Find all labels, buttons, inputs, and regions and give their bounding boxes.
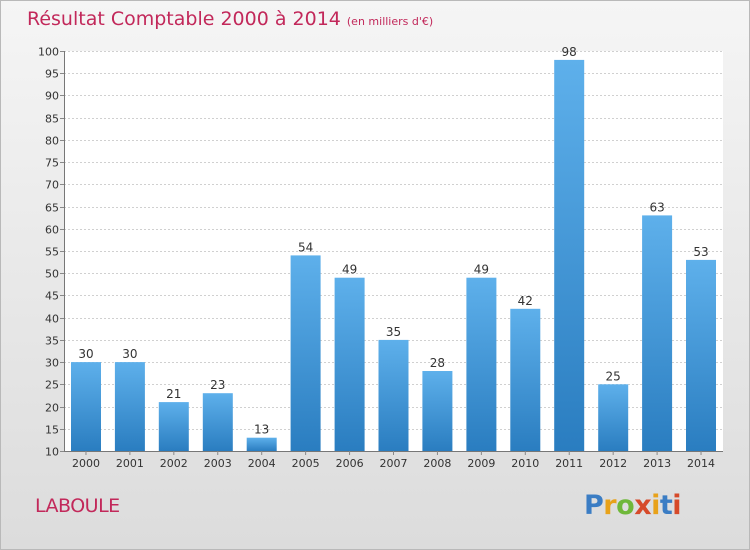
bar-2007: [378, 339, 409, 451]
y-tick-label: 50: [45, 268, 59, 281]
y-tick-label: 95: [45, 68, 59, 81]
x-tick-label: 2006: [336, 457, 364, 470]
x-tick-label: 2008: [423, 457, 451, 470]
value-label: 49: [474, 263, 489, 277]
y-tick-label: 15: [45, 424, 59, 437]
logo-letter: i: [672, 490, 682, 521]
bar-2004: [246, 437, 277, 451]
logo-letter: t: [659, 490, 673, 521]
x-tick-label: 2003: [204, 457, 232, 470]
value-label: 54: [298, 240, 313, 254]
bar-2012: [598, 384, 629, 451]
proxiti-logo: Proxiti: [584, 490, 682, 521]
bar-2003: [202, 393, 233, 451]
y-tick-label: 20: [45, 402, 59, 415]
bar-2008: [422, 371, 453, 451]
y-tick-label: 25: [45, 379, 59, 392]
x-tick-label: 2007: [380, 457, 408, 470]
logo-letter: x: [634, 490, 652, 521]
logo-letter: i: [651, 490, 660, 521]
value-label: 53: [693, 245, 708, 259]
value-label: 30: [122, 347, 137, 361]
logo-letter: o: [616, 490, 635, 521]
chart-subtitle: (en milliers d'€): [346, 15, 434, 28]
x-tick-label: 2001: [116, 457, 144, 470]
bar-2005: [290, 255, 321, 451]
value-label: 42: [518, 294, 533, 308]
bars: [71, 59, 716, 452]
y-tick-label: 65: [45, 202, 59, 215]
value-label: 25: [606, 369, 621, 383]
y-tick-label: 80: [45, 135, 59, 148]
value-label: 63: [649, 200, 664, 214]
value-label: 13: [254, 423, 269, 437]
value-label: 23: [210, 378, 225, 392]
y-tick-label: 30: [45, 357, 59, 370]
logo-letter: P: [584, 490, 604, 521]
bar-2013: [642, 215, 673, 451]
x-tick-label: 2004: [248, 457, 276, 470]
y-tick-label: 75: [45, 157, 59, 170]
y-tick-label: 10: [45, 446, 59, 459]
bar-2001: [114, 362, 145, 451]
x-tick-label: 2010: [511, 457, 539, 470]
x-tick-label: 2013: [643, 457, 671, 470]
x-tick-label: 2002: [160, 457, 188, 470]
bar-2002: [158, 402, 189, 451]
y-tick-label: 35: [45, 335, 59, 348]
value-label: 49: [342, 263, 357, 277]
commune-name: LABOULE: [35, 495, 120, 517]
x-tick-label: 2000: [72, 457, 100, 470]
value-label: 21: [166, 387, 181, 401]
x-tick-label: 2012: [599, 457, 627, 470]
y-tick-label: 100: [38, 46, 59, 59]
y-tick-label: 70: [45, 179, 59, 192]
y-tick-label: 55: [45, 246, 59, 259]
value-label: 28: [430, 356, 445, 370]
chart-title-text: Résultat Comptable 2000 à 2014: [27, 8, 341, 30]
y-tick-label: 40: [45, 313, 59, 326]
y-tick-label: 85: [45, 113, 59, 126]
x-tick-label: 2014: [687, 457, 715, 470]
chart-title: Résultat Comptable 2000 à 2014 (en millie…: [27, 8, 433, 30]
y-tick-label: 45: [45, 290, 59, 303]
labels: 30 2000 30 2001 21 2002 23 2003 13 2004 54 2005 49 20…: [72, 45, 715, 470]
value-label: 98: [562, 45, 577, 59]
y-tick-label: 60: [45, 224, 59, 237]
bar-2010: [510, 308, 541, 451]
bar-2006: [334, 277, 365, 451]
bar-2014: [686, 259, 716, 451]
bar-2009: [466, 277, 497, 451]
logo-letter: r: [603, 490, 617, 521]
y-tick-label: 90: [45, 90, 59, 103]
x-tick-label: 2009: [467, 457, 495, 470]
value-label: 30: [78, 347, 93, 361]
x-tick-label: 2005: [292, 457, 320, 470]
value-label: 35: [386, 325, 401, 339]
axes: 10 15 20 25 30 35 40 45 50 55 60 65 70 75 80 85 90 95 100: [38, 46, 723, 459]
bar-2000: [71, 362, 101, 451]
x-tick-label: 2011: [555, 457, 583, 470]
bar-2011: [554, 59, 585, 452]
